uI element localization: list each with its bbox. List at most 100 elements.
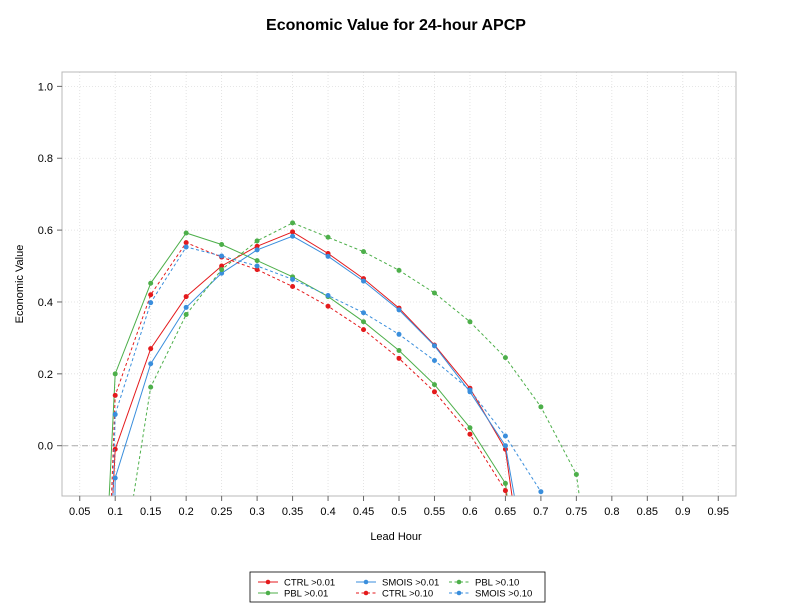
- data-point: [219, 270, 225, 276]
- legend-item: PBL >0.10: [449, 578, 519, 589]
- data-point: [254, 247, 260, 253]
- data-point: [112, 411, 118, 417]
- data-point: [148, 280, 154, 286]
- x-tick-label: 0.1: [108, 506, 123, 518]
- data-point: [396, 355, 402, 361]
- data-point: [254, 263, 260, 269]
- x-tick-label: 0.6: [462, 506, 477, 518]
- data-point: [431, 358, 437, 364]
- data-point: [290, 229, 296, 235]
- data-point: [290, 284, 296, 290]
- data-point: [148, 300, 154, 306]
- y-axis-label: Economic Value: [14, 245, 26, 324]
- legend-item: CTRL >0.10: [356, 589, 433, 600]
- y-tick-label: 0.8: [38, 153, 53, 165]
- legend-label: SMOIS >0.01: [382, 578, 439, 589]
- x-tick-label: 0.95: [708, 506, 729, 518]
- data-point: [219, 241, 225, 247]
- data-point: [361, 327, 367, 333]
- data-point: [148, 384, 154, 390]
- data-point: [148, 346, 154, 352]
- legend-label: PBL >0.01: [284, 589, 328, 600]
- data-point: [431, 389, 437, 395]
- legend-swatch-point: [456, 590, 462, 596]
- data-point: [290, 276, 296, 282]
- legend-swatch-point: [363, 590, 369, 596]
- data-point: [112, 371, 118, 377]
- data-point: [502, 480, 508, 486]
- series-pbl-0-10: [133, 220, 580, 496]
- x-tick-label: 0.85: [637, 506, 658, 518]
- data-point: [112, 392, 118, 398]
- x-tick-label: 0.65: [495, 506, 516, 518]
- x-tick-label: 0.7: [533, 506, 548, 518]
- chart-title: Economic Value for 24-hour APCP: [266, 17, 526, 34]
- legend-item: SMOIS >0.10: [449, 589, 532, 600]
- data-point: [219, 267, 225, 273]
- series-pbl-0-01: [108, 230, 508, 496]
- y-tick-label: 0.0: [38, 441, 53, 453]
- data-point: [431, 290, 437, 296]
- y-tick-label: 0.2: [38, 369, 53, 381]
- data-point: [361, 310, 367, 316]
- legend-label: CTRL >0.10: [382, 589, 433, 600]
- data-point: [361, 319, 367, 325]
- series-smois-0-01: [112, 233, 515, 496]
- x-tick-label: 0.15: [140, 506, 161, 518]
- data-point: [112, 475, 118, 481]
- data-point: [148, 361, 154, 367]
- data-point: [254, 238, 260, 244]
- x-tick-label: 0.4: [320, 506, 335, 518]
- legend-label: CTRL >0.01: [284, 578, 335, 589]
- x-axis-ticks: 0.05 0.1 0.15 0.2 0.25 0.3 0.35 0.4 0.45 0.5 0.55 0…: [69, 496, 729, 518]
- legend-item: PBL >0.01: [258, 589, 328, 600]
- data-point: [538, 489, 544, 495]
- series-line: [114, 235, 515, 496]
- data-point: [538, 404, 544, 410]
- data-point: [467, 431, 473, 437]
- data-point: [183, 294, 189, 300]
- data-point: [290, 233, 296, 239]
- data-point: [183, 230, 189, 236]
- data-point: [431, 382, 437, 388]
- x-tick-label: 0.45: [353, 506, 374, 518]
- data-point: [467, 425, 473, 431]
- x-tick-label: 0.9: [675, 506, 690, 518]
- data-point: [254, 267, 260, 273]
- data-point: [325, 292, 331, 298]
- series-line: [112, 231, 513, 496]
- data-point: [254, 243, 260, 249]
- y-tick-label: 1.0: [38, 81, 53, 93]
- data-point: [467, 319, 473, 325]
- x-tick-label: 0.05: [69, 506, 90, 518]
- series-line: [108, 232, 508, 496]
- x-tick-label: 0.55: [424, 506, 445, 518]
- data-point: [573, 471, 579, 477]
- data-point: [325, 303, 331, 309]
- data-point: [396, 347, 402, 353]
- data-point: [325, 234, 331, 240]
- x-tick-label: 0.3: [249, 506, 264, 518]
- legend-item: SMOIS >0.01: [356, 578, 439, 589]
- data-point: [219, 263, 225, 269]
- x-tick-label: 0.5: [391, 506, 406, 518]
- data-point: [467, 387, 473, 393]
- x-tick-label: 0.35: [282, 506, 303, 518]
- data-point: [502, 433, 508, 439]
- series-ctrl-0-10: [111, 240, 508, 496]
- series-line: [112, 246, 543, 496]
- x-tick-label: 0.8: [604, 506, 619, 518]
- data-point: [396, 331, 402, 337]
- data-point: [183, 304, 189, 310]
- legend-label: PBL >0.10: [475, 578, 519, 589]
- legend-swatch-point: [265, 579, 271, 585]
- data-point: [361, 278, 367, 284]
- x-tick-label: 0.2: [179, 506, 194, 518]
- data-point: [254, 258, 260, 264]
- legend-swatch-point: [363, 579, 369, 585]
- legend-swatch-point: [265, 590, 271, 596]
- data-point: [396, 307, 402, 313]
